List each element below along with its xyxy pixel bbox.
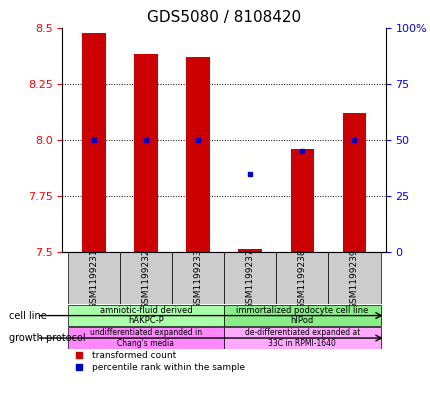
Title: GDS5080 / 8108420: GDS5080 / 8108420 (147, 10, 301, 25)
Text: GSM1199231: GSM1199231 (89, 248, 98, 309)
Bar (82, 33, 105, 252)
Bar (186, 57, 209, 252)
FancyBboxPatch shape (224, 252, 276, 304)
Bar (342, 113, 366, 252)
Bar (290, 149, 313, 252)
Text: GSM1199239: GSM1199239 (349, 248, 358, 309)
FancyBboxPatch shape (224, 305, 380, 326)
FancyBboxPatch shape (172, 252, 224, 304)
Text: GSM1199238: GSM1199238 (297, 248, 306, 309)
Text: immortalized podocyte cell line
hIPod: immortalized podocyte cell line hIPod (236, 306, 368, 325)
FancyBboxPatch shape (68, 305, 224, 326)
Text: undifferentiated expanded in
Chang's media: undifferentiated expanded in Chang's med… (89, 328, 202, 348)
Text: amniotic-fluid derived
hAKPC-P: amniotic-fluid derived hAKPC-P (99, 306, 192, 325)
Text: GSM1199237: GSM1199237 (245, 248, 254, 309)
FancyBboxPatch shape (68, 252, 120, 304)
Text: cell line: cell line (9, 310, 46, 321)
Text: growth protocol: growth protocol (9, 333, 85, 343)
Bar (134, 55, 157, 252)
FancyBboxPatch shape (276, 252, 328, 304)
Text: de-differentiated expanded at
33C in RPMI-1640: de-differentiated expanded at 33C in RPM… (244, 328, 359, 348)
FancyBboxPatch shape (68, 327, 224, 349)
Text: transformed count: transformed count (91, 351, 175, 360)
FancyBboxPatch shape (224, 327, 380, 349)
FancyBboxPatch shape (328, 252, 380, 304)
Text: percentile rank within the sample: percentile rank within the sample (91, 363, 244, 372)
Text: GSM1199233: GSM1199233 (193, 248, 202, 309)
Text: GSM1199232: GSM1199232 (141, 248, 150, 309)
Bar (238, 249, 261, 252)
FancyBboxPatch shape (120, 252, 172, 304)
